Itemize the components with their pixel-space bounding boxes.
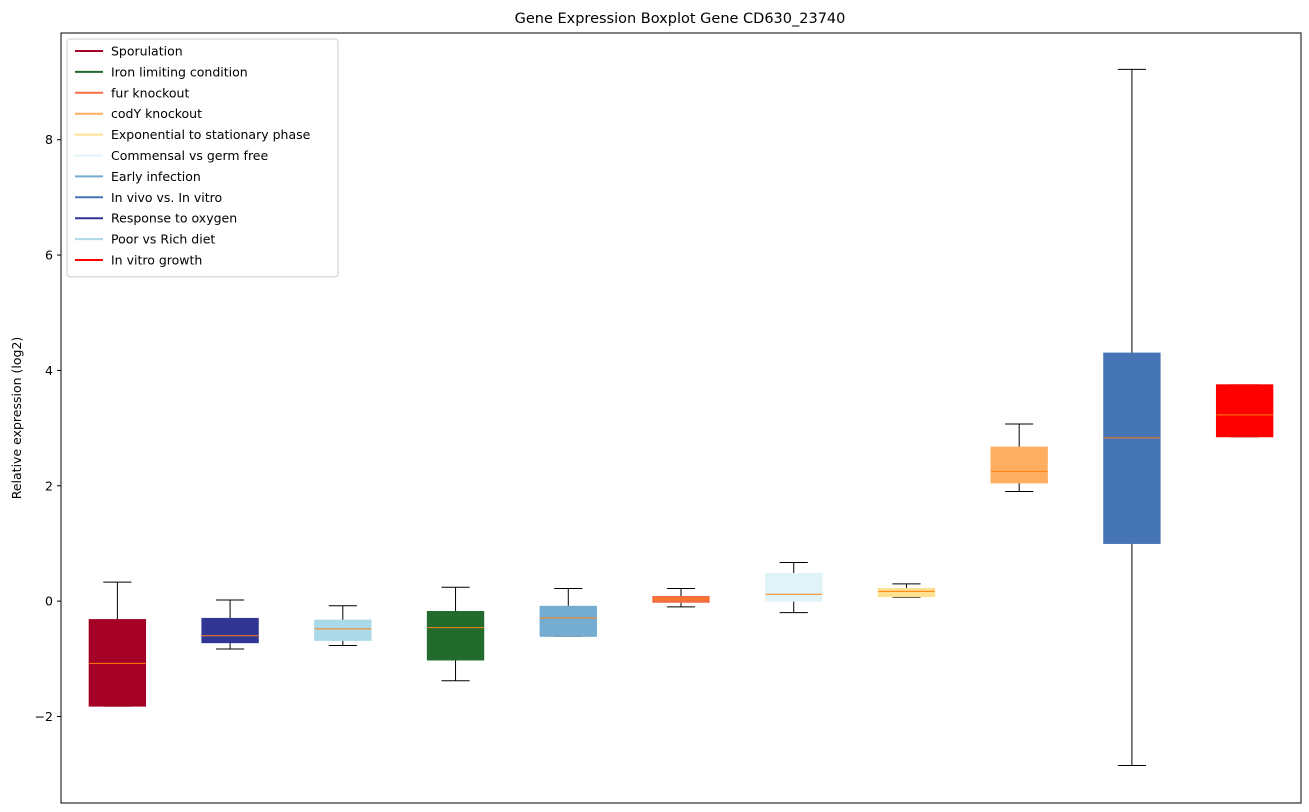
box-body: [88, 619, 147, 707]
box-2: [201, 599, 259, 650]
y-tick-label: 8: [45, 132, 53, 147]
legend: Sporulation Iron limiting condition fur kn…: [66, 38, 339, 278]
legend-label: codY knockout: [111, 106, 202, 121]
legend-label: Sporulation: [111, 44, 183, 59]
box-1: [88, 581, 147, 707]
legend-item: fur knockout: [75, 85, 189, 100]
legend-label: fur knockout: [111, 85, 189, 100]
legend-item: Iron limiting condition: [75, 64, 248, 79]
box-body: [539, 605, 597, 637]
legend-item: In vivo vs. In vitro: [75, 190, 222, 205]
y-tick-label: −2: [35, 709, 53, 724]
y-axis-label: Relative expression (log2): [9, 337, 24, 500]
legend-frame: [66, 38, 339, 278]
box-9: [990, 423, 1048, 493]
box-6: [652, 587, 710, 608]
legend-label: Iron limiting condition: [111, 64, 248, 79]
y-axis-ticks: −2 0 2 4 6 8: [35, 132, 61, 724]
legend-item: In vitro growth: [75, 253, 202, 268]
legend-item: Poor vs Rich diet: [75, 232, 215, 247]
box-body: [314, 619, 372, 641]
box-8: [877, 583, 936, 598]
chart-title: Gene Expression Boxplot Gene CD630_23740: [515, 11, 846, 27]
box-body: [426, 611, 485, 661]
box-7: [765, 561, 823, 614]
box-body: [1215, 384, 1274, 438]
box-4: [426, 586, 485, 682]
box-body: [877, 587, 936, 598]
y-tick-label: 6: [45, 248, 53, 263]
legend-item: Early infection: [75, 169, 201, 184]
box-body: [990, 446, 1048, 484]
plot-frame: [60, 32, 1302, 804]
box-body: [765, 572, 823, 602]
legend-item: Sporulation: [75, 44, 183, 59]
box-3: [314, 605, 372, 647]
legend-label: Exponential to stationary phase: [111, 127, 311, 142]
legend-label: Response to oxygen: [111, 211, 237, 226]
box-body: [1103, 352, 1161, 544]
legend-label: In vitro growth: [111, 253, 202, 268]
y-tick-label: 0: [45, 594, 53, 609]
box-10: [1103, 68, 1161, 767]
box-body: [201, 617, 259, 644]
box-5: [539, 587, 597, 637]
y-tick-label: 4: [45, 363, 53, 378]
y-tick-label: 2: [45, 478, 53, 493]
legend-item: codY knockout: [75, 106, 202, 121]
legend-label: Commensal vs germ free: [111, 148, 268, 163]
box-11: [1215, 384, 1274, 438]
legend-item: Exponential to stationary phase: [75, 127, 311, 142]
legend-item: Response to oxygen: [75, 211, 237, 226]
legend-label: In vivo vs. In vitro: [111, 190, 222, 205]
legend-label: Early infection: [111, 169, 201, 184]
legend-item: Commensal vs germ free: [75, 148, 268, 163]
boxes: [88, 68, 1274, 767]
legend-label: Poor vs Rich diet: [111, 232, 215, 247]
box-body: [652, 596, 710, 603]
